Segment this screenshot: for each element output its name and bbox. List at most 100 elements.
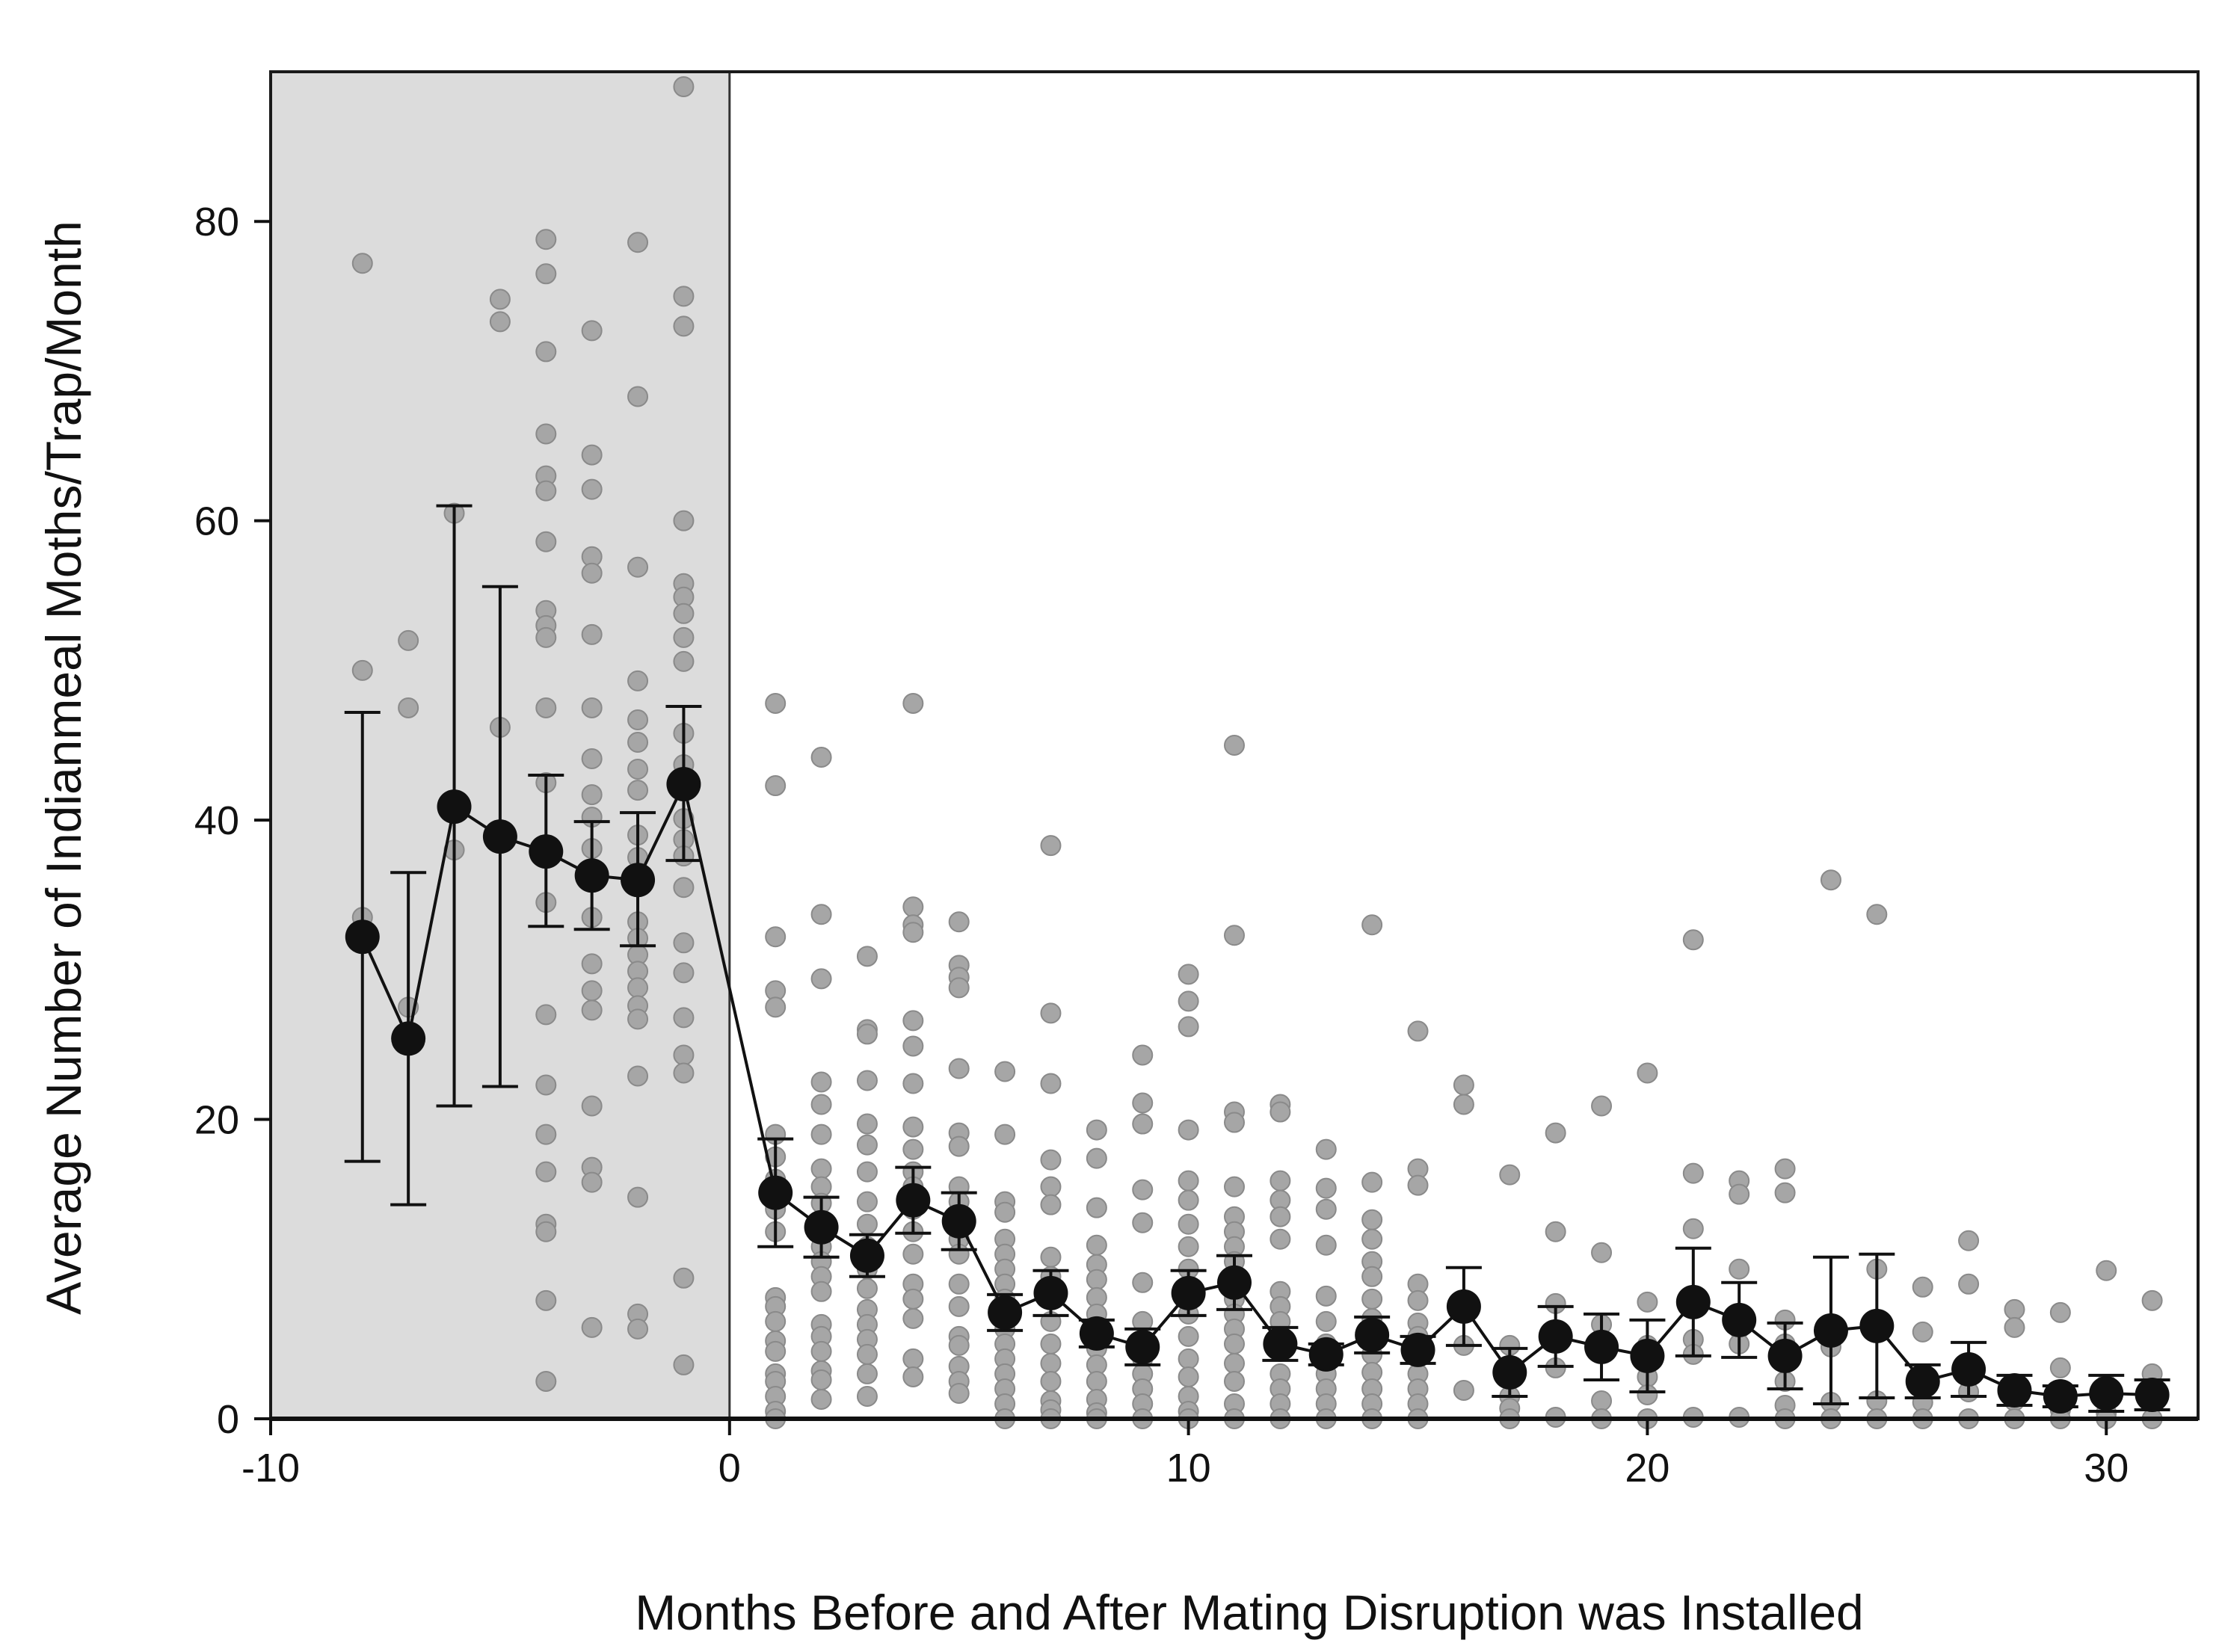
trap-point	[1866, 904, 1888, 925]
trap-point	[673, 286, 695, 307]
trap-point	[1912, 1276, 1933, 1298]
trap-point	[1637, 1291, 1658, 1313]
trap-point	[581, 784, 603, 806]
trap-point	[1224, 925, 1245, 946]
trap-point	[581, 1316, 603, 1338]
trap-point	[856, 1191, 878, 1212]
trap-point	[810, 1340, 832, 1362]
trap-point	[673, 626, 695, 648]
trap-point	[810, 1071, 832, 1093]
trap-point	[856, 1023, 878, 1045]
trap-point	[351, 659, 373, 681]
mean-point	[621, 863, 656, 898]
mean-point	[941, 1203, 976, 1239]
trap-point	[535, 1161, 557, 1183]
trap-point	[535, 1370, 557, 1392]
trap-point	[994, 1124, 1016, 1145]
trap-point	[856, 1161, 878, 1183]
trap-point	[1086, 1197, 1107, 1218]
trap-point	[1774, 1158, 1796, 1180]
trap-point	[2141, 1289, 2163, 1311]
trap-point	[856, 1213, 878, 1235]
x-tick-label: 10	[1166, 1446, 1211, 1491]
trap-point	[1040, 1176, 1062, 1198]
trap-point	[581, 1095, 603, 1117]
trap-point	[948, 911, 970, 933]
trap-point	[535, 341, 557, 363]
mean-point	[391, 1021, 426, 1056]
x-tick-label: -10	[241, 1446, 300, 1491]
trap-point	[673, 1044, 695, 1066]
y-axis-title: Average Number of Indianmeal Moths/Trap/…	[36, 221, 91, 1315]
trap-point	[948, 1295, 970, 1317]
mean-point	[437, 789, 472, 825]
trap-point	[535, 1221, 557, 1242]
trap-point	[535, 1004, 557, 1026]
trap-point	[1269, 1206, 1291, 1227]
trap-point	[1269, 1170, 1291, 1192]
trap-point	[1040, 1194, 1062, 1215]
y-tick-label: 80	[194, 200, 239, 244]
trap-point	[1958, 1273, 1980, 1295]
trap-point	[673, 1267, 695, 1289]
trap-point	[856, 1363, 878, 1384]
mean-point	[1355, 1317, 1390, 1352]
trap-point	[581, 697, 603, 718]
trap-point	[1453, 1094, 1474, 1115]
trap-point	[856, 1385, 878, 1407]
mean-point	[2089, 1375, 2124, 1411]
mean-point	[896, 1183, 931, 1218]
mean-point	[1584, 1329, 1619, 1364]
trap-point	[673, 962, 695, 984]
trap-point	[2049, 1357, 2071, 1378]
mean-point	[1722, 1302, 1757, 1337]
trap-point	[1040, 1073, 1062, 1094]
trap-point	[1132, 1212, 1154, 1233]
trap-point	[810, 1388, 832, 1410]
trap-point	[535, 480, 557, 502]
trap-point	[1407, 1020, 1429, 1042]
trap-point	[1315, 1138, 1337, 1160]
y-tick-label: 60	[194, 499, 239, 544]
trap-point	[535, 263, 557, 285]
trap-point	[948, 1382, 970, 1404]
trap-point	[1361, 1209, 1383, 1230]
trap-point	[810, 1280, 832, 1302]
trap-point	[1682, 929, 1704, 951]
trap-point	[627, 670, 649, 691]
trap-point	[1315, 1198, 1337, 1220]
trap-point	[1040, 1370, 1062, 1392]
mean-point	[529, 834, 564, 869]
mean-point	[1125, 1329, 1160, 1364]
trap-point	[1224, 735, 1245, 756]
trap-point	[535, 1124, 557, 1145]
y-tick-label: 0	[217, 1397, 239, 1442]
trap-point	[627, 1318, 649, 1340]
trap-point	[1545, 1221, 1566, 1242]
mean-point	[1400, 1332, 1435, 1367]
trap-point	[627, 759, 649, 780]
trap-point	[581, 478, 603, 500]
trap-point	[673, 76, 695, 98]
trap-point	[627, 232, 649, 253]
trap-point	[627, 977, 649, 999]
trap-point	[581, 953, 603, 975]
trap-point	[1729, 1258, 1750, 1280]
mean-point	[1630, 1338, 1665, 1373]
trap-point	[1591, 1242, 1613, 1263]
trap-point	[1499, 1164, 1521, 1186]
trap-point	[1591, 1095, 1613, 1117]
y-tick-label: 20	[194, 1098, 239, 1143]
mean-point	[1767, 1338, 1803, 1373]
trap-point	[1637, 1062, 1658, 1084]
trap-point	[581, 444, 603, 466]
mean-point	[1951, 1352, 1986, 1387]
trap-point	[902, 1288, 924, 1310]
trap-point	[1315, 1234, 1337, 1256]
trap-point	[627, 1186, 649, 1208]
trap-point	[1178, 1170, 1199, 1192]
trap-point	[902, 896, 924, 918]
trap-point	[581, 1171, 603, 1193]
trap-point	[1178, 1119, 1199, 1141]
trap-point	[1224, 1112, 1245, 1133]
